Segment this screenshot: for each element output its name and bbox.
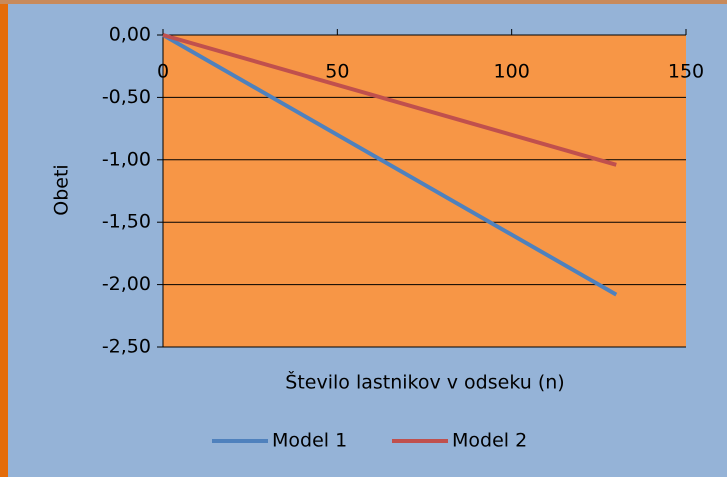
y-axis-title: Obeti [51,164,73,215]
top-edge [0,0,727,4]
legend-label: Model 1 [272,430,347,452]
x-axis-title: Število lastnikov v odseku (n) [285,370,564,394]
y-tick-label: -1,00 [102,148,151,170]
y-tick-label: -2,50 [102,336,151,358]
left-edge [0,0,8,477]
y-tick-label: -0,50 [102,86,151,108]
y-tick-label: 0,00 [109,24,151,46]
series-line [162,33,617,167]
x-tick-label: 50 [325,61,349,83]
legend-label: Model 2 [452,430,527,452]
y-tick-label: -2,00 [102,273,151,295]
x-tick-label: 0 [157,61,169,83]
series-line [162,33,618,297]
x-tick-label: 100 [494,61,530,83]
x-tick-label: 150 [668,61,704,83]
y-tick-label: -1,50 [102,211,151,233]
